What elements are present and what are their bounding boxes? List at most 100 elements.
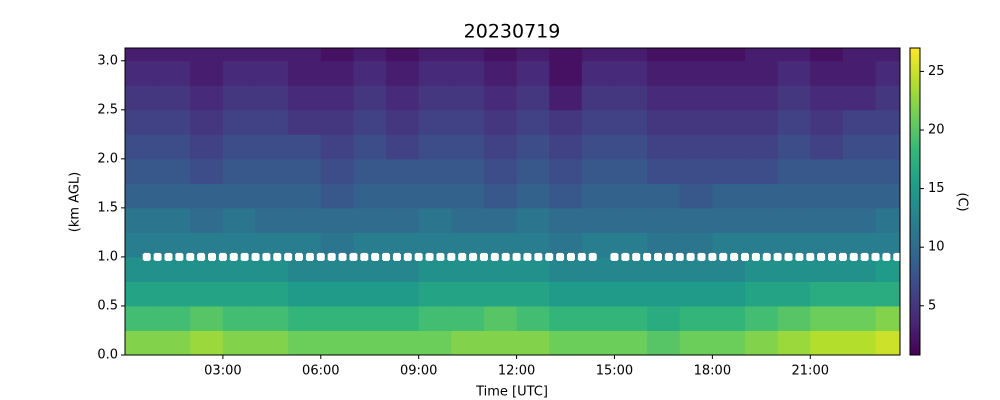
heat-cell: [190, 256, 224, 282]
heat-cell: [386, 109, 420, 135]
heat-cell: [679, 134, 713, 160]
heat-cell: [157, 232, 191, 258]
heat-cell: [745, 158, 779, 184]
heat-cell: [125, 330, 159, 356]
heat-cell: [320, 281, 354, 307]
heat-cell: [614, 256, 648, 282]
heat-cell: [320, 48, 354, 62]
heat-cell: [712, 330, 746, 356]
heat-cell: [516, 183, 550, 209]
heat-cell: [320, 207, 354, 233]
heat-cell: [777, 232, 811, 258]
heat-cell: [777, 207, 811, 233]
marker: [142, 253, 151, 260]
heat-cell: [125, 256, 159, 282]
heat-cell: [190, 158, 224, 184]
marker: [621, 253, 630, 260]
marker: [523, 253, 532, 260]
heat-cell: [255, 232, 289, 258]
heat-cell: [288, 158, 322, 184]
heat-cell: [516, 48, 550, 62]
heat-cell: [288, 109, 322, 135]
chart-title: 20230719: [464, 21, 561, 43]
heat-cell: [418, 48, 452, 62]
heat-cell: [386, 158, 420, 184]
marker: [425, 253, 434, 260]
colorbar-tick-label: 5: [928, 298, 936, 313]
heat-cell: [255, 330, 289, 356]
heat-cell: [320, 330, 354, 356]
heat-cell: [875, 60, 901, 86]
marker: [153, 253, 162, 260]
heat-cell: [549, 48, 583, 62]
heat-cell: [125, 183, 159, 209]
heat-cell: [320, 158, 354, 184]
heat-cell: [777, 330, 811, 356]
heat-cell: [451, 281, 485, 307]
heat-cell: [810, 85, 844, 111]
heat-cell: [647, 183, 681, 209]
heat-cell: [745, 183, 779, 209]
heat-cell: [222, 232, 257, 258]
heat-cell: [842, 109, 877, 135]
heat-cell: [614, 158, 648, 184]
marker: [849, 253, 858, 260]
heat-cell: [842, 281, 877, 307]
heat-cell: [549, 134, 583, 160]
heat-cell: [353, 256, 387, 282]
heat-cell: [647, 207, 681, 233]
y-tick-label: 0.0: [97, 348, 118, 363]
heat-cell: [614, 85, 648, 111]
x-tick-label: 06:00: [302, 364, 339, 379]
heat-cell: [483, 281, 518, 307]
heat-cell: [516, 158, 550, 184]
heat-cell: [581, 330, 615, 356]
heat-cell: [875, 134, 901, 160]
marker: [566, 253, 575, 260]
y-tick-label: 0.5: [97, 298, 118, 313]
heat-cell: [614, 207, 648, 233]
heat-cell: [157, 158, 191, 184]
heat-cell: [516, 60, 550, 86]
heat-cell: [483, 183, 518, 209]
colorbar-label: (C): [955, 192, 970, 211]
heat-cell: [679, 207, 713, 233]
heat-cell: [320, 109, 354, 135]
marker: [392, 253, 401, 260]
marker: [360, 253, 369, 260]
marker: [338, 253, 347, 260]
heat-cell: [745, 330, 779, 356]
heat-cell: [483, 48, 518, 62]
heat-cell: [516, 109, 550, 135]
heat-cell: [157, 281, 191, 307]
heat-cell: [288, 281, 322, 307]
heat-cell: [483, 60, 518, 86]
heat-cell: [222, 330, 257, 356]
heat-cell: [157, 85, 191, 111]
heat-cell: [255, 281, 289, 307]
marker: [643, 253, 652, 260]
heat-cell: [190, 305, 224, 331]
heat-cell: [549, 232, 583, 258]
heat-cell: [222, 207, 257, 233]
heat-cell: [842, 256, 877, 282]
heat-cell: [516, 281, 550, 307]
heat-cell: [255, 60, 289, 86]
heat-cell: [842, 207, 877, 233]
heat-cell: [777, 183, 811, 209]
marker: [784, 253, 793, 260]
heat-cell: [581, 232, 615, 258]
heat-cell: [712, 305, 746, 331]
heat-cell: [255, 183, 289, 209]
heat-cell: [483, 158, 518, 184]
heat-cell: [451, 85, 485, 111]
marker: [316, 253, 325, 260]
heat-cell: [679, 232, 713, 258]
heat-cell: [222, 158, 257, 184]
heat-cell: [842, 60, 877, 86]
heat-cell: [647, 60, 681, 86]
heat-cell: [614, 60, 648, 86]
marker: [871, 253, 880, 260]
heat-cell: [353, 183, 387, 209]
